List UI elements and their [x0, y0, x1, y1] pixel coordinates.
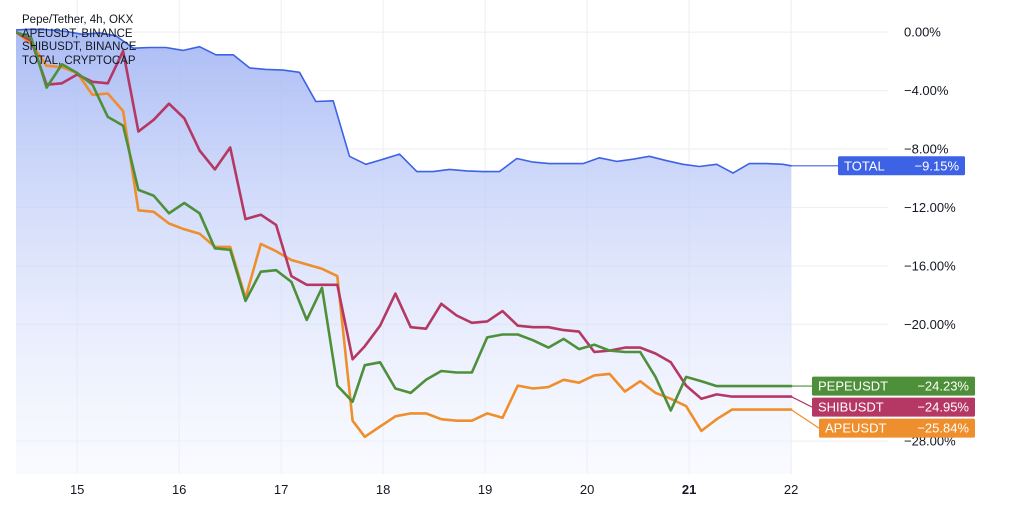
x-tick-label: 15 [70, 482, 84, 497]
series-value-label: −9.15% [915, 158, 960, 173]
y-tick-label: −12.00% [904, 200, 956, 215]
x-tick-label: 21 [682, 482, 696, 497]
series-name-label: APEUSDT [825, 421, 886, 436]
last-value-badge-apeusdt [819, 418, 975, 438]
x-tick-label: 16 [172, 482, 186, 497]
series-name-label: PEPEUSDT [818, 379, 888, 394]
series-last-value-labels: TOTAL −9.15% PEPEUSDT −24.23% SHIBUSDT −24.95… [790, 156, 975, 438]
last-value-badge-pepeusdt [812, 376, 975, 396]
y-tick-label: −4.00% [904, 83, 949, 98]
label-leader-shibusdt [790, 396, 813, 408]
y-tick-label: −20.00% [904, 317, 956, 332]
x-tick-label: 22 [784, 482, 798, 497]
x-tick-label: 17 [274, 482, 288, 497]
series-name-label: TOTAL [844, 158, 885, 173]
legend-main-symbol[interactable]: Pepe/Tether, 4h, OKX [22, 14, 134, 26]
last-value-badge-total [838, 156, 965, 176]
label-leader-apeusdt [790, 409, 820, 429]
x-tick-label: 19 [478, 482, 492, 497]
legend-shibusdt[interactable]: SHIBUSDT, BINANCE [22, 41, 137, 54]
legend-total[interactable]: TOTAL, CRYPTOCAP [22, 54, 136, 67]
price-scale[interactable]: 0.00%−4.00%−8.00%−12.00%−16.00%−20.00%−2… [904, 25, 956, 449]
time-scale[interactable]: 15 16 17 18 19 20 21 22 [70, 482, 798, 497]
y-tick-label: −16.00% [904, 258, 956, 273]
legend-apeusdt[interactable]: APEUSDT, BINANCE [22, 27, 133, 40]
series-value-label: −24.95% [917, 400, 969, 415]
last-value-badge-shibusdt [812, 397, 975, 417]
symbol-legend[interactable]: Pepe/Tether, 4h, OKX APEUSDT, BINANCE SH… [22, 14, 136, 68]
series-line-shibusdt[interactable] [16, 30, 793, 401]
series-area-total [16, 29, 792, 474]
y-tick-label: 0.00% [904, 25, 941, 40]
series-value-label: −24.23% [917, 379, 969, 394]
y-tick-label: −8.00% [904, 141, 949, 156]
series-value-label: −25.84% [917, 421, 969, 436]
x-tick-label: 20 [580, 482, 594, 497]
series-line-total[interactable] [16, 28, 792, 174]
x-tick-label: 18 [376, 482, 390, 497]
series-name-label: SHIBUSDT [818, 400, 884, 415]
series-line-pepeusdt[interactable] [16, 30, 793, 412]
